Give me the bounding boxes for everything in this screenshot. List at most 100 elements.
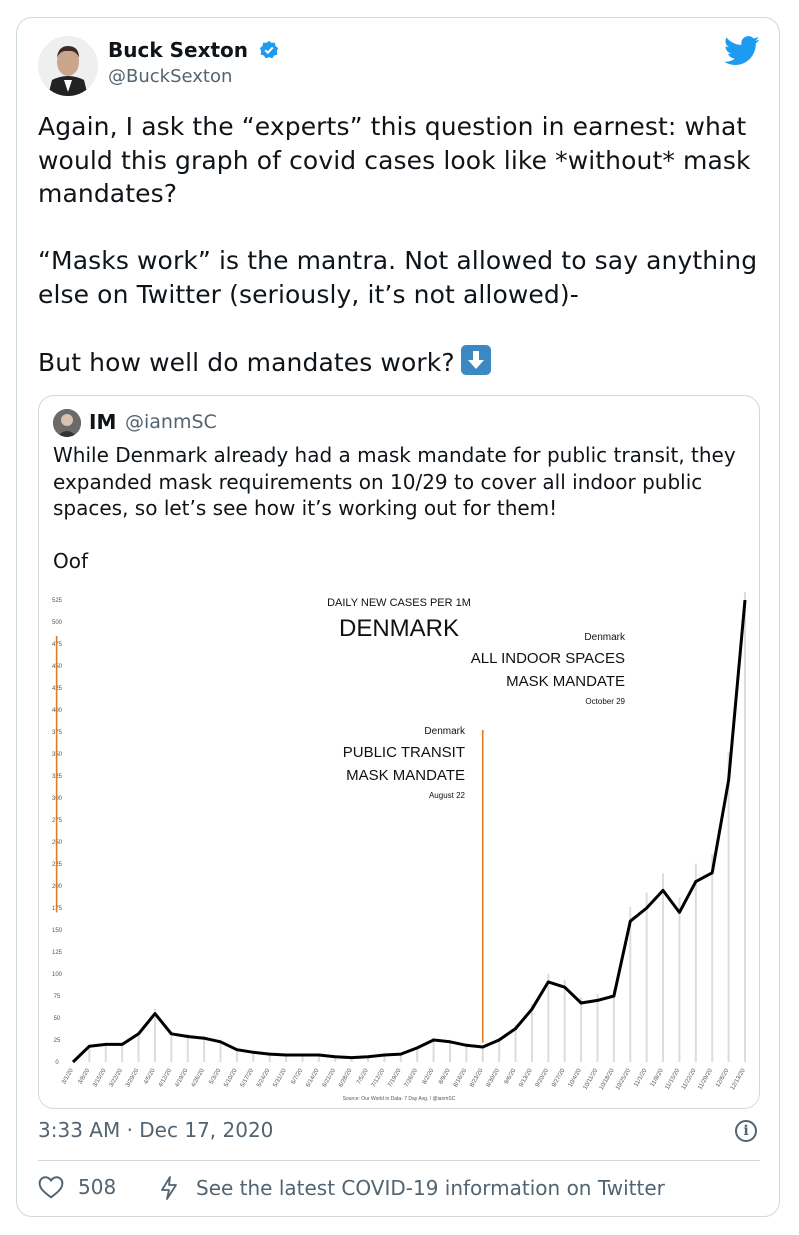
- y-tick-label: 525: [52, 598, 63, 604]
- like-button[interactable]: 508: [38, 1175, 116, 1199]
- x-tick-label: 5/17/20: [240, 1067, 256, 1088]
- tweet-body: Again, I ask the “experts” this question…: [38, 112, 758, 377]
- daily-bar: [744, 592, 746, 1062]
- y-tick-label: 75: [54, 994, 61, 1000]
- daily-bar: [432, 1037, 435, 1062]
- y-tick-label: 500: [52, 620, 63, 626]
- y-tick-label: 150: [52, 928, 63, 934]
- daily-bar: [448, 1039, 451, 1062]
- author-avatar[interactable]: [38, 36, 98, 96]
- y-tick-label: 100: [52, 972, 63, 978]
- x-tick-label: 3/8/20: [78, 1067, 92, 1085]
- x-tick-label: 6/28/20: [338, 1067, 354, 1088]
- x-tick-label: 12/6/20: [715, 1067, 731, 1088]
- author-name-text: Buck Sexton: [108, 38, 249, 62]
- tweet-text: Again, I ask the “experts” this question…: [38, 110, 758, 379]
- x-tick-label: 9/13/20: [518, 1067, 534, 1088]
- x-tick-label: 7/26/20: [404, 1067, 420, 1088]
- x-tick-label: 6/14/20: [305, 1067, 321, 1088]
- daily-bar: [170, 1031, 173, 1062]
- x-tick-label: 11/29/20: [697, 1067, 714, 1090]
- daily-bar: [711, 853, 714, 1062]
- x-tick-label: 5/24/20: [256, 1067, 272, 1088]
- x-tick-label: 6/7/20: [291, 1067, 305, 1085]
- daily-bar: [317, 1054, 320, 1062]
- x-tick-label: 11/1/20: [633, 1067, 648, 1088]
- x-tick-label: 8/2/20: [422, 1067, 436, 1085]
- covid-info-text: See the latest COVID-19 information on T…: [196, 1176, 665, 1200]
- daily-bar: [563, 979, 566, 1062]
- x-tick-label: 7/5/20: [356, 1067, 370, 1085]
- y-tick-label: 25: [54, 1038, 61, 1044]
- daily-bar: [481, 1045, 484, 1062]
- quoted-tweet[interactable]: IM @ianmSC While Denmark already had a m…: [38, 395, 760, 1109]
- daily-bar: [252, 1051, 255, 1062]
- daily-bar: [727, 752, 730, 1062]
- chart-subtitle: DAILY NEW CASES PER 1M: [327, 597, 471, 609]
- x-tick-label: 3/29/20: [125, 1067, 141, 1088]
- author-name[interactable]: Buck Sexton: [108, 38, 279, 62]
- daily-bar: [678, 897, 681, 1062]
- x-tick-label: 8/23/20: [469, 1067, 485, 1088]
- x-tick-label: 11/8/20: [650, 1067, 665, 1088]
- daily-bar: [137, 1031, 140, 1062]
- daily-bar: [153, 1008, 156, 1062]
- y-tick-label: 125: [52, 950, 63, 956]
- daily-bar: [88, 1044, 91, 1062]
- daily-bar: [219, 1039, 222, 1062]
- chart-source: Source: Our World in Data- 7 Day Avg. / …: [343, 1096, 456, 1102]
- quoted-handle: @ianmSC: [125, 411, 217, 433]
- info-icon[interactable]: i: [735, 1120, 757, 1142]
- x-tick-label: 4/12/20: [158, 1067, 174, 1088]
- daily-bar: [285, 1054, 288, 1062]
- daily-bar: [498, 1037, 501, 1062]
- x-tick-label: 10/25/20: [615, 1067, 632, 1091]
- annotation-date: October 29: [585, 697, 625, 706]
- quoted-name: IM: [89, 410, 117, 434]
- x-tick-label: 10/11/20: [583, 1067, 600, 1090]
- covid-info-link[interactable]: See the latest COVID-19 information on T…: [158, 1175, 665, 1201]
- chart-title: DENMARK: [339, 615, 459, 642]
- daily-bar: [235, 1048, 238, 1062]
- x-tick-label: 8/9/20: [438, 1067, 452, 1085]
- twitter-bird-icon[interactable]: [724, 36, 760, 66]
- x-tick-label: 4/5/20: [143, 1067, 157, 1085]
- annotation-date: August 22: [429, 791, 466, 800]
- x-tick-label: 3/1/20: [61, 1067, 75, 1085]
- denmark-cases-chart: 0255075100125150175200225250275300325350…: [39, 592, 759, 1108]
- daily-bar: [350, 1057, 353, 1062]
- annotation-line2: MASK MANDATE: [346, 767, 465, 784]
- x-tick-label: 3/15/20: [92, 1067, 108, 1088]
- x-tick-label: 9/6/20: [504, 1067, 518, 1085]
- lightning-icon: [161, 1176, 177, 1200]
- daily-bar: [399, 1053, 402, 1062]
- series-line: [71, 599, 747, 1064]
- heart-icon: [38, 1176, 64, 1199]
- x-tick-label: 7/19/20: [387, 1067, 403, 1088]
- quoted-avatar: [53, 409, 81, 437]
- x-tick-label: 6/21/20: [322, 1067, 338, 1088]
- daily-bar: [530, 1003, 533, 1062]
- x-tick-label: 7/12/20: [371, 1067, 387, 1088]
- x-tick-label: 5/3/20: [209, 1067, 223, 1085]
- author-handle[interactable]: @BuckSexton: [108, 66, 233, 87]
- x-tick-label: 5/31/20: [273, 1067, 289, 1088]
- x-tick-label: 10/18/20: [599, 1067, 616, 1091]
- daily-bar: [301, 1054, 304, 1062]
- daily-bar: [186, 1033, 189, 1062]
- daily-bar: [465, 1043, 468, 1062]
- daily-bar: [694, 863, 697, 1062]
- x-tick-label: 8/30/20: [486, 1067, 502, 1088]
- daily-bar: [383, 1054, 386, 1062]
- tweet-timestamp[interactable]: 3:33 AM · Dec 17, 2020: [38, 1118, 274, 1142]
- x-tick-label: 4/26/20: [191, 1067, 207, 1088]
- annotation-country: Denmark: [424, 726, 466, 737]
- daily-bar: [416, 1046, 419, 1062]
- down-arrow-emoji-icon: [460, 344, 491, 375]
- daily-bar: [629, 907, 632, 1062]
- x-tick-label: 11/15/20: [665, 1067, 682, 1090]
- daily-bar: [580, 997, 583, 1062]
- daily-bar: [645, 892, 648, 1062]
- daily-bar: [334, 1056, 337, 1062]
- daily-bar: [547, 973, 550, 1062]
